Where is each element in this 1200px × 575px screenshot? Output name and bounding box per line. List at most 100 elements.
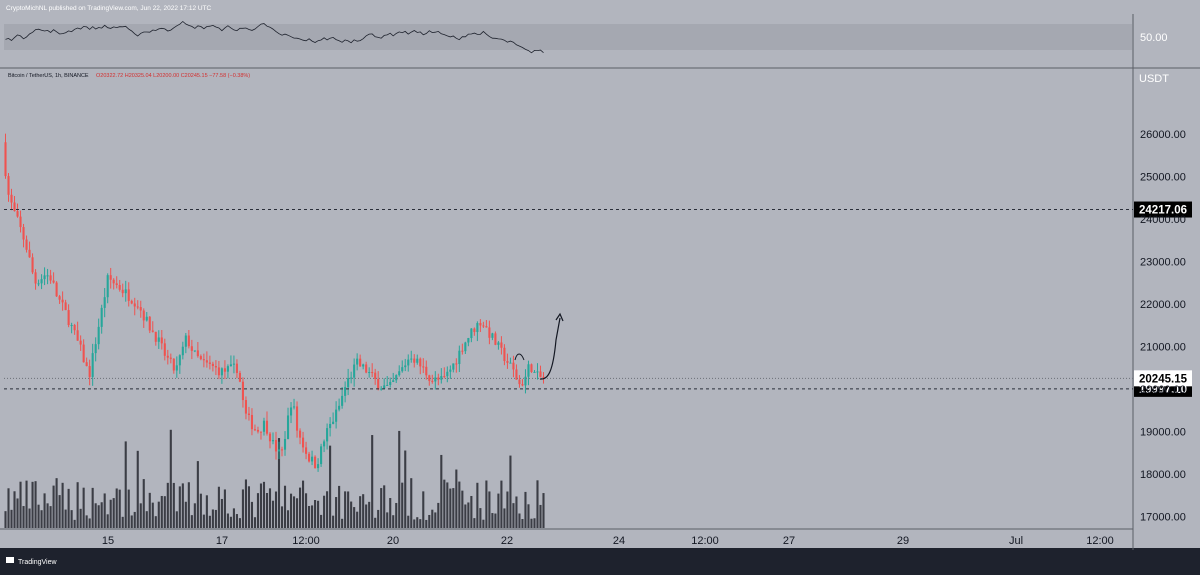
candle-body bbox=[19, 216, 22, 228]
candle-body bbox=[253, 429, 257, 431]
volume-bar bbox=[241, 489, 244, 528]
volume-bar bbox=[52, 485, 55, 528]
volume-bar bbox=[157, 501, 160, 528]
candle-body bbox=[341, 395, 344, 406]
volume-bar bbox=[509, 455, 512, 528]
candle-body bbox=[295, 406, 299, 431]
candle-body bbox=[539, 371, 542, 377]
candle-body bbox=[452, 363, 455, 370]
candle-body bbox=[25, 239, 28, 250]
volume-bar bbox=[253, 517, 257, 528]
volume-bar bbox=[326, 491, 329, 528]
candle-body bbox=[217, 367, 220, 376]
candle-body bbox=[37, 283, 40, 285]
candle-body bbox=[40, 279, 43, 284]
candle-body bbox=[302, 437, 305, 448]
candle-body bbox=[262, 420, 266, 432]
candle-body bbox=[413, 358, 416, 363]
volume-bar bbox=[536, 480, 539, 528]
volume-bar bbox=[145, 511, 148, 528]
volume-bar bbox=[244, 479, 247, 528]
candle-body bbox=[181, 346, 184, 356]
candle-body bbox=[428, 375, 431, 381]
candle-body bbox=[172, 358, 175, 371]
volume-bar bbox=[356, 511, 359, 528]
price-axis[interactable]: 17000.00 18000.00 19000.00 20000.00 21000.00… bbox=[1140, 129, 1186, 524]
candle-body bbox=[31, 257, 34, 273]
volume-bar bbox=[389, 498, 392, 528]
x-tick-label: 17 bbox=[216, 535, 228, 547]
candle-body bbox=[10, 194, 13, 203]
candle-body bbox=[458, 350, 461, 364]
volume-bar bbox=[302, 480, 305, 528]
candle-body bbox=[371, 372, 374, 374]
time-axis[interactable]: 15 17 12:00 20 22 24 12:00 27 29 Jul 12:00 bbox=[102, 535, 1114, 547]
candle-body bbox=[115, 283, 118, 286]
candle-body bbox=[160, 337, 163, 344]
volume-bar bbox=[148, 492, 151, 528]
volume-bar bbox=[268, 488, 272, 528]
volume-bar bbox=[199, 493, 202, 528]
candle-body bbox=[392, 380, 395, 382]
candle-body bbox=[43, 275, 46, 280]
volume-bar bbox=[416, 517, 419, 528]
volume-bar bbox=[449, 488, 452, 528]
volume-bar bbox=[151, 502, 154, 528]
rsi-line bbox=[5, 20, 544, 54]
candle-body bbox=[55, 282, 58, 297]
candle-body bbox=[175, 365, 178, 371]
candle-body bbox=[7, 176, 10, 195]
volume-bar bbox=[67, 488, 70, 528]
volume-bar bbox=[491, 513, 494, 528]
volume-bar bbox=[16, 498, 19, 528]
candle-body bbox=[521, 384, 524, 386]
candle-body bbox=[401, 367, 404, 372]
tradingview-logo[interactable]: TradingView bbox=[6, 557, 57, 566]
volume-bar bbox=[497, 493, 500, 528]
candle-body bbox=[190, 346, 193, 351]
candle-body bbox=[542, 376, 545, 379]
candle-body bbox=[79, 340, 82, 345]
volume-bar bbox=[479, 508, 482, 528]
candle-body bbox=[377, 378, 380, 390]
volume-bar bbox=[166, 482, 169, 528]
candle-body bbox=[100, 307, 103, 327]
volume-bar bbox=[4, 511, 7, 528]
candle-body bbox=[214, 366, 217, 368]
volume-bar bbox=[163, 496, 166, 528]
candle-body bbox=[329, 423, 332, 429]
volume-bar bbox=[533, 518, 536, 528]
candle-body bbox=[461, 350, 464, 352]
volume-bar bbox=[154, 516, 157, 528]
volume-bar bbox=[298, 487, 302, 528]
candle-body bbox=[106, 275, 109, 298]
volume-bar bbox=[64, 509, 67, 528]
volume-bar bbox=[280, 506, 284, 528]
candle-body bbox=[356, 358, 359, 365]
volume-bar bbox=[317, 500, 320, 528]
candle-body bbox=[338, 405, 341, 410]
candle-body bbox=[446, 371, 449, 377]
x-tick-label: 12:00 bbox=[691, 535, 719, 547]
rsi-indicator bbox=[5, 20, 544, 54]
candle-body bbox=[479, 323, 482, 326]
volume-bar bbox=[271, 500, 275, 528]
candle-body bbox=[524, 376, 527, 386]
volume-bar bbox=[247, 486, 251, 528]
volume-bar bbox=[40, 510, 43, 528]
candle-body bbox=[52, 280, 55, 283]
candle-body bbox=[491, 333, 494, 338]
volume-bar bbox=[512, 503, 515, 528]
volume-bar bbox=[419, 519, 422, 528]
last-price-badge bbox=[1134, 370, 1192, 387]
volume-bar bbox=[455, 469, 458, 528]
candle-body bbox=[97, 326, 100, 345]
candle-body bbox=[271, 440, 275, 442]
candle-body bbox=[91, 353, 94, 377]
candle-body bbox=[323, 441, 326, 447]
volume-bar bbox=[485, 480, 488, 528]
x-tick-label: 22 bbox=[501, 535, 513, 547]
volume-bar bbox=[431, 509, 434, 528]
volume-bar bbox=[265, 493, 269, 528]
